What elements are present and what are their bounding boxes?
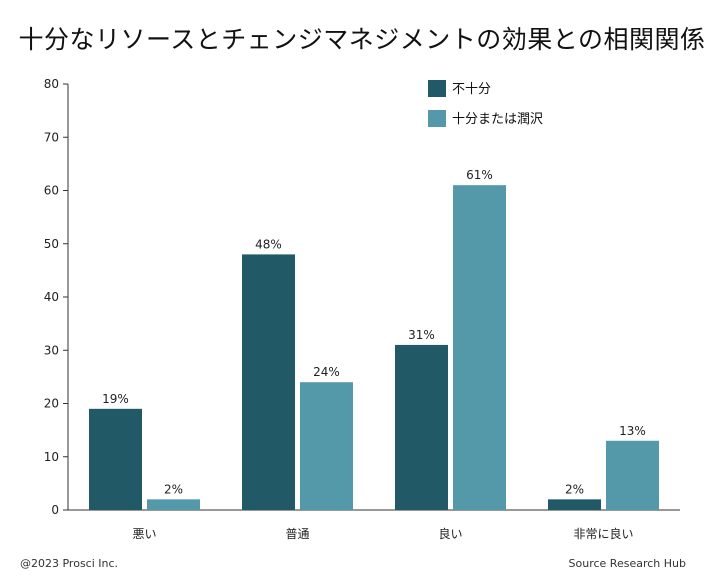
bar-sufficient [453, 185, 506, 511]
data-label: 13% [619, 424, 646, 438]
copyright-text: @2023 Prosci Inc. [20, 557, 119, 570]
legend-swatch [428, 110, 446, 127]
data-label: 19% [102, 392, 129, 406]
data-label: 2% [164, 482, 183, 496]
category-label: 良い [438, 526, 462, 541]
y-tick-label: 80 [44, 77, 59, 91]
y-tick-label: 40 [44, 290, 59, 304]
y-tick-label: 70 [44, 130, 59, 144]
y-tick-label: 50 [44, 237, 59, 251]
y-tick-label: 30 [44, 343, 59, 357]
bar-insufficient [242, 254, 295, 510]
y-tick-label: 60 [44, 184, 59, 198]
data-label: 24% [313, 365, 340, 379]
bar-sufficient [300, 382, 353, 510]
data-label: 31% [408, 328, 435, 342]
chart-title: 十分なリソースとチェンジマネジメントの効果との相関関係 [18, 25, 706, 54]
data-label: 48% [255, 237, 282, 251]
category-label: 悪い [132, 527, 156, 541]
bar-sufficient [147, 499, 200, 510]
y-tick-label: 10 [44, 450, 59, 464]
category-label: 普通 [285, 527, 309, 541]
chart-axes: 0 10 20 30 40 50 60 70 80 [44, 77, 680, 517]
legend-label: 不十分 [452, 82, 491, 97]
data-label: 61% [466, 168, 493, 182]
chart-bars: 19% 2% 悪い 48% 24% 普通 31% 61% 良い 2% 13% 非常に良い [89, 168, 659, 541]
y-tick-label: 0 [51, 503, 59, 517]
legend-swatch [428, 80, 446, 97]
data-label: 2% [565, 482, 584, 496]
bar-insufficient [548, 499, 601, 510]
legend-label: 十分または潤沢 [452, 112, 543, 127]
category-label: 非常に良い [573, 526, 633, 541]
y-tick-label: 20 [44, 397, 59, 411]
bar-insufficient [89, 408, 142, 510]
bar-insufficient [395, 344, 448, 510]
source-text: Source Research Hub [568, 557, 686, 570]
bar-sufficient [606, 440, 659, 510]
